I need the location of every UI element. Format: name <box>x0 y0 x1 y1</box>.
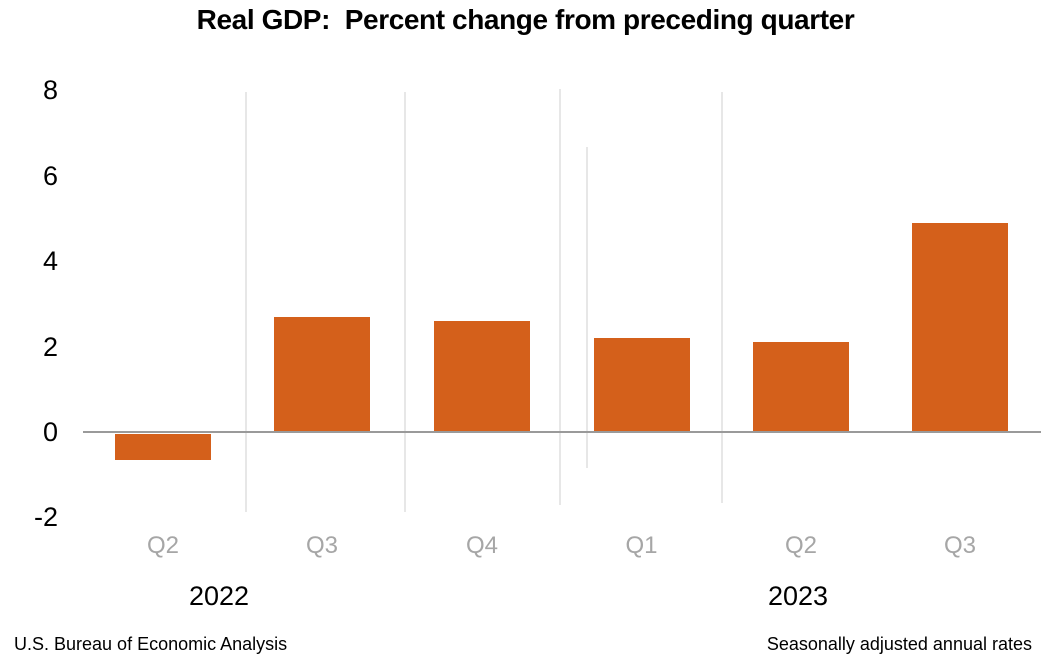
quarter-separator-line <box>404 92 406 512</box>
zero-axis-line <box>83 431 1041 434</box>
quarter-separator-line <box>586 147 588 468</box>
y-axis-tick-label: 6 <box>42 160 58 191</box>
x-axis-quarter-label: Q3 <box>305 532 338 559</box>
quarter-separator-line <box>245 92 247 512</box>
adjustment-note: Seasonally adjusted annual rates <box>766 634 1032 654</box>
quarter-separator-line <box>559 89 561 505</box>
x-axis-quarter-label: Q2 <box>146 532 179 559</box>
year-label: 2023 <box>767 581 829 611</box>
bar-2023-q3 <box>912 222 1008 432</box>
x-axis-quarter-label: Q2 <box>784 532 817 559</box>
y-axis-tick-label: -2 <box>33 502 58 533</box>
quarter-separator-line <box>721 92 723 503</box>
bar-2023-q1 <box>593 338 690 432</box>
source-attribution: U.S. Bureau of Economic Analysis <box>14 634 288 654</box>
bar-2022-q2 <box>115 434 211 460</box>
bar-2022-q4 <box>434 320 530 432</box>
x-axis-quarter-label: Q3 <box>943 532 976 559</box>
year-label: 2022 <box>188 581 250 611</box>
bar-2023-q2 <box>753 342 849 432</box>
bar-2022-q3 <box>274 316 370 432</box>
x-axis-quarter-label: Q4 <box>465 532 498 559</box>
chart-title: Real GDP: Percent change from preceding … <box>196 4 855 35</box>
y-axis-tick-label: 8 <box>42 75 58 106</box>
y-axis-tick-label: 2 <box>42 331 58 362</box>
x-axis-quarter-label: Q1 <box>625 532 658 559</box>
y-axis-tick-label: 4 <box>42 246 58 277</box>
y-axis-tick-label: 0 <box>42 417 58 447</box>
